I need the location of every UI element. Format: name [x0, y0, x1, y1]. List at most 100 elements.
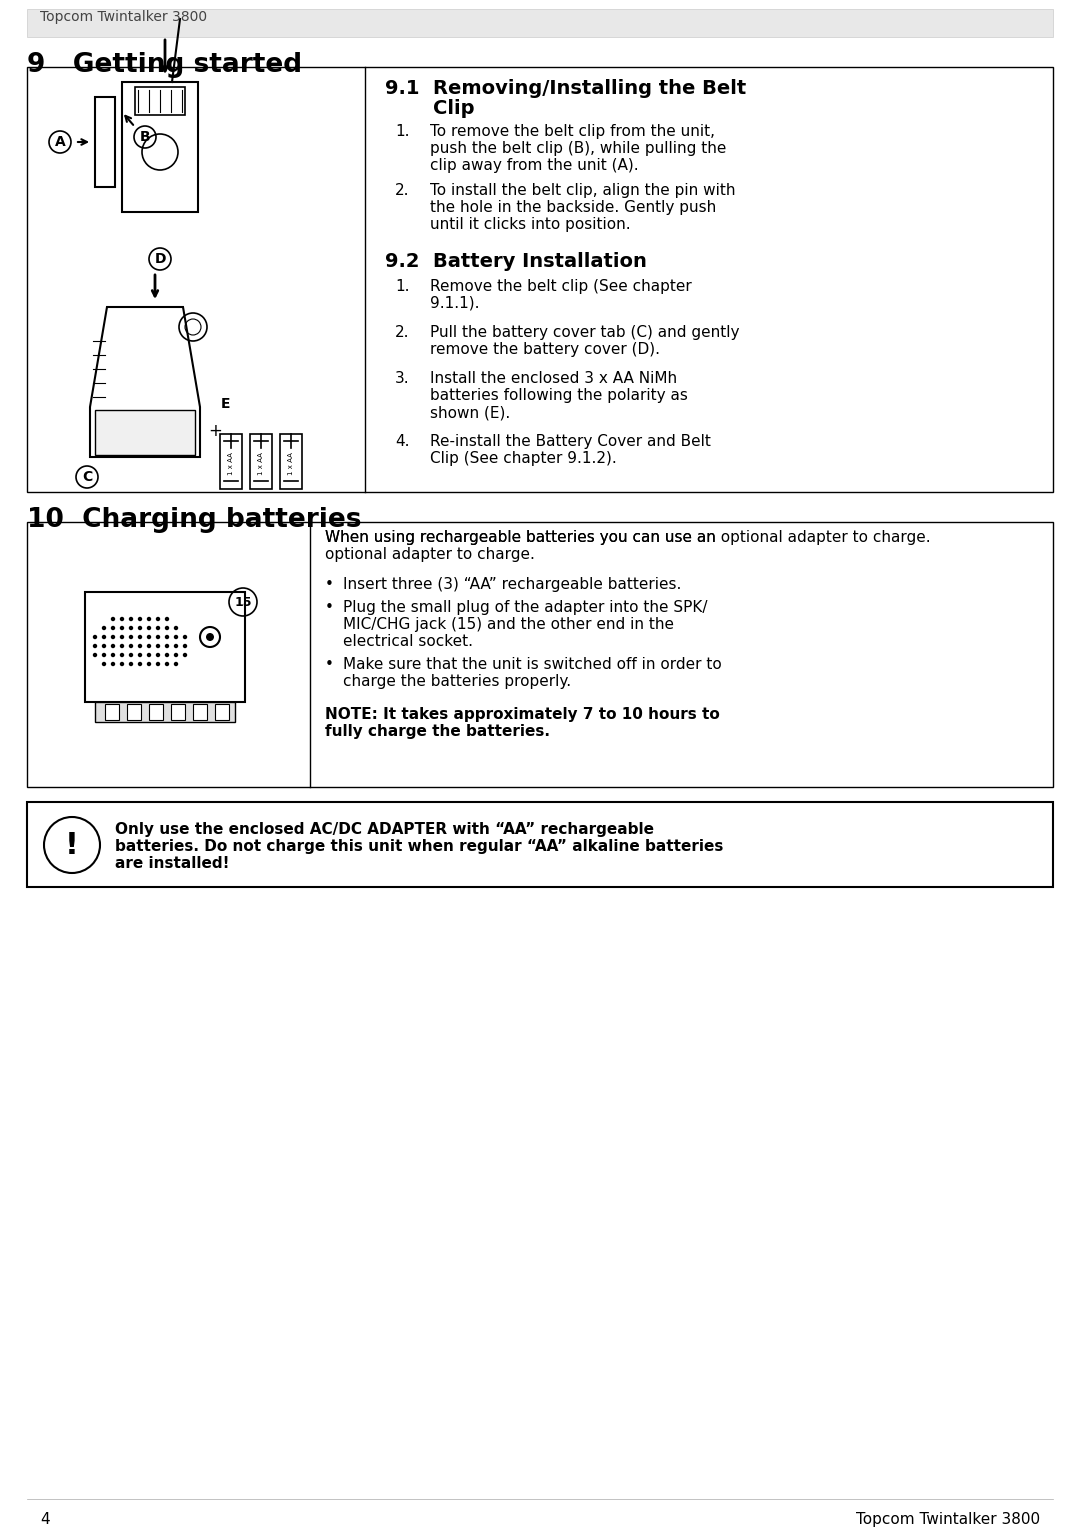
Text: Pull the battery cover tab (C) and gently: Pull the battery cover tab (C) and gentl… — [430, 325, 740, 341]
Circle shape — [157, 635, 160, 638]
Circle shape — [184, 644, 187, 647]
Circle shape — [157, 617, 160, 620]
Text: To install the belt clip, align the pin with: To install the belt clip, align the pin … — [430, 183, 735, 199]
Text: 4: 4 — [40, 1512, 50, 1527]
Bar — [105, 704, 119, 721]
Circle shape — [94, 644, 96, 647]
Text: •: • — [325, 657, 334, 672]
Bar — [127, 704, 141, 721]
Bar — [95, 702, 235, 722]
Text: Make sure that the unit is switched off in order to: Make sure that the unit is switched off … — [343, 657, 721, 672]
Circle shape — [138, 644, 141, 647]
Bar — [215, 704, 229, 721]
Circle shape — [103, 644, 106, 647]
Circle shape — [94, 635, 96, 638]
Circle shape — [121, 635, 123, 638]
Text: E: E — [220, 397, 230, 411]
Circle shape — [157, 663, 160, 666]
Text: 9.1.1).: 9.1.1). — [430, 296, 480, 312]
Text: B: B — [139, 130, 150, 144]
Circle shape — [111, 654, 114, 657]
Text: 9.2: 9.2 — [384, 252, 419, 270]
Circle shape — [165, 644, 168, 647]
Circle shape — [103, 626, 106, 629]
Circle shape — [157, 626, 160, 629]
Circle shape — [157, 654, 160, 657]
Circle shape — [148, 644, 150, 647]
Bar — [249, 434, 272, 489]
Circle shape — [130, 626, 133, 629]
Circle shape — [175, 644, 177, 647]
Circle shape — [175, 635, 177, 638]
Text: are installed!: are installed! — [114, 857, 229, 870]
Circle shape — [111, 644, 114, 647]
Circle shape — [111, 635, 114, 638]
Text: 1 x AA: 1 x AA — [288, 452, 294, 475]
Text: 2.: 2. — [395, 325, 409, 341]
Circle shape — [165, 635, 168, 638]
Text: 10  Charging batteries: 10 Charging batteries — [27, 507, 362, 533]
Text: When using rechargeable batteries you can use an optional adapter to charge.: When using rechargeable batteries you ca… — [325, 530, 931, 545]
Text: charge the batteries properly.: charge the batteries properly. — [343, 673, 571, 689]
Circle shape — [130, 644, 133, 647]
Text: Re-install the Battery Cover and Belt: Re-install the Battery Cover and Belt — [430, 434, 711, 449]
Text: clip away from the unit (A).: clip away from the unit (A). — [430, 157, 638, 173]
Circle shape — [148, 626, 150, 629]
Circle shape — [165, 626, 168, 629]
Text: 1 x AA: 1 x AA — [228, 452, 234, 475]
Text: 4.: 4. — [395, 434, 409, 449]
Circle shape — [121, 644, 123, 647]
Text: 9   Getting started: 9 Getting started — [27, 52, 302, 78]
Text: remove the battery cover (D).: remove the battery cover (D). — [430, 342, 660, 357]
Bar — [220, 434, 242, 489]
Text: 1.: 1. — [395, 279, 409, 295]
Text: •: • — [325, 577, 334, 592]
Text: 3.: 3. — [395, 371, 409, 386]
Circle shape — [103, 635, 106, 638]
Text: electrical socket.: electrical socket. — [343, 634, 473, 649]
Bar — [280, 434, 302, 489]
Bar — [171, 704, 185, 721]
Text: push the belt clip (B), while pulling the: push the belt clip (B), while pulling th… — [430, 140, 727, 156]
Bar — [27, 522, 1053, 786]
Circle shape — [130, 663, 133, 666]
Text: the hole in the backside. Gently push: the hole in the backside. Gently push — [430, 200, 716, 215]
Circle shape — [138, 617, 141, 620]
Circle shape — [165, 617, 168, 620]
Text: optional adapter to charge.: optional adapter to charge. — [325, 547, 535, 562]
Text: Topcom Twintalker 3800: Topcom Twintalker 3800 — [40, 11, 207, 24]
Circle shape — [94, 654, 96, 657]
Text: batteries following the polarity as: batteries following the polarity as — [430, 388, 688, 403]
Text: Clip (See chapter 9.1.2).: Clip (See chapter 9.1.2). — [430, 450, 617, 466]
Circle shape — [175, 663, 177, 666]
Text: A: A — [55, 134, 66, 150]
Text: until it clicks into position.: until it clicks into position. — [430, 217, 631, 232]
Text: NOTE: It takes approximately 7 to 10 hours to: NOTE: It takes approximately 7 to 10 hou… — [325, 707, 719, 722]
Circle shape — [148, 635, 150, 638]
Bar — [193, 704, 207, 721]
Text: fully charge the batteries.: fully charge the batteries. — [325, 724, 550, 739]
Text: batteries. Do not charge this unit when regular “AA” alkaline batteries: batteries. Do not charge this unit when … — [114, 838, 724, 854]
Circle shape — [130, 654, 133, 657]
Text: Insert three (3) “AA” rechargeable batteries.: Insert three (3) “AA” rechargeable batte… — [343, 577, 681, 592]
Circle shape — [121, 663, 123, 666]
Circle shape — [103, 663, 106, 666]
Text: +: + — [208, 421, 221, 440]
Circle shape — [111, 626, 114, 629]
Circle shape — [138, 663, 141, 666]
Circle shape — [175, 626, 177, 629]
Circle shape — [121, 626, 123, 629]
Text: •: • — [325, 600, 334, 615]
Circle shape — [138, 654, 141, 657]
Bar — [27, 802, 1053, 887]
Circle shape — [121, 617, 123, 620]
Circle shape — [103, 654, 106, 657]
Circle shape — [130, 635, 133, 638]
Text: Only use the enclosed AC/DC ADAPTER with “AA” rechargeable: Only use the enclosed AC/DC ADAPTER with… — [114, 822, 654, 837]
Circle shape — [148, 617, 150, 620]
Circle shape — [111, 617, 114, 620]
Circle shape — [138, 626, 141, 629]
Circle shape — [148, 654, 150, 657]
Bar — [95, 411, 195, 455]
Circle shape — [184, 654, 187, 657]
